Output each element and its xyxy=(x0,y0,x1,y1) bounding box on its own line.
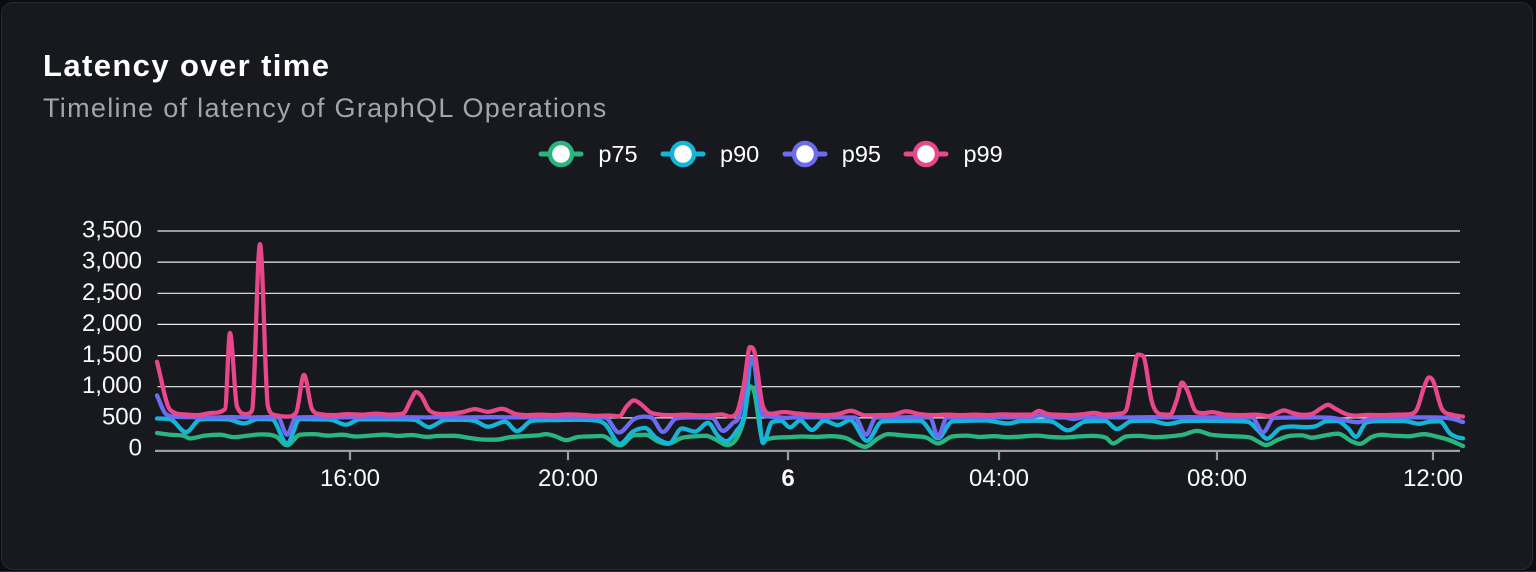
svg-text:04:00: 04:00 xyxy=(969,465,1029,492)
svg-text:16:00: 16:00 xyxy=(320,465,380,492)
svg-text:2,000: 2,000 xyxy=(82,310,142,337)
svg-text:2,500: 2,500 xyxy=(82,279,142,306)
svg-text:500: 500 xyxy=(102,403,142,430)
svg-text:0: 0 xyxy=(129,435,142,462)
svg-text:08:00: 08:00 xyxy=(1187,465,1247,492)
svg-text:3,000: 3,000 xyxy=(82,248,142,275)
svg-text:3,500: 3,500 xyxy=(82,217,142,244)
svg-text:1,000: 1,000 xyxy=(82,372,142,399)
svg-text:1,500: 1,500 xyxy=(82,341,142,368)
svg-text:12:00: 12:00 xyxy=(1403,465,1463,492)
svg-text:20:00: 20:00 xyxy=(538,465,598,492)
svg-text:6: 6 xyxy=(781,465,794,492)
